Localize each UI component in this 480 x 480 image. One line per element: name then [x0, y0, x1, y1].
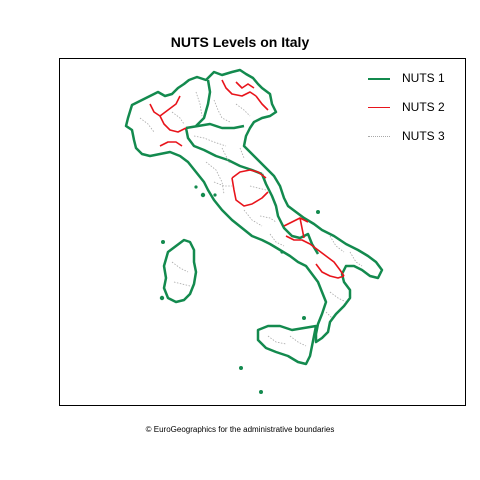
legend-label-nuts3: NUTS 3 [402, 129, 445, 143]
nuts3-boundaries [139, 91, 363, 347]
legend-label-nuts1: NUTS 1 [402, 71, 445, 85]
elba-island [200, 192, 206, 198]
mainland-outline [124, 68, 384, 344]
sicily-outline [256, 324, 318, 366]
legend-swatch-nuts1 [368, 78, 390, 80]
legend-swatch-nuts2 [368, 107, 390, 108]
plot-frame [59, 58, 466, 406]
map-title: NUTS Levels on Italy [170, 34, 310, 50]
legend-item-nuts3: NUTS 3 [364, 128, 460, 157]
nuts1-boundaries [184, 79, 320, 255]
legend-label-nuts2: NUTS 2 [402, 100, 445, 114]
copyright-caption: © EuroGeographics for the administrative… [145, 425, 335, 434]
nuts2-boundaries [149, 79, 345, 279]
legend-item-nuts1: NUTS 1 [364, 70, 460, 99]
legend-swatch-nuts3 [368, 136, 390, 137]
legend-item-nuts2: NUTS 2 [364, 99, 460, 128]
sardinia-outline [162, 238, 198, 304]
map-legend: NUTS 1 NUTS 2 NUTS 3 [364, 70, 460, 157]
